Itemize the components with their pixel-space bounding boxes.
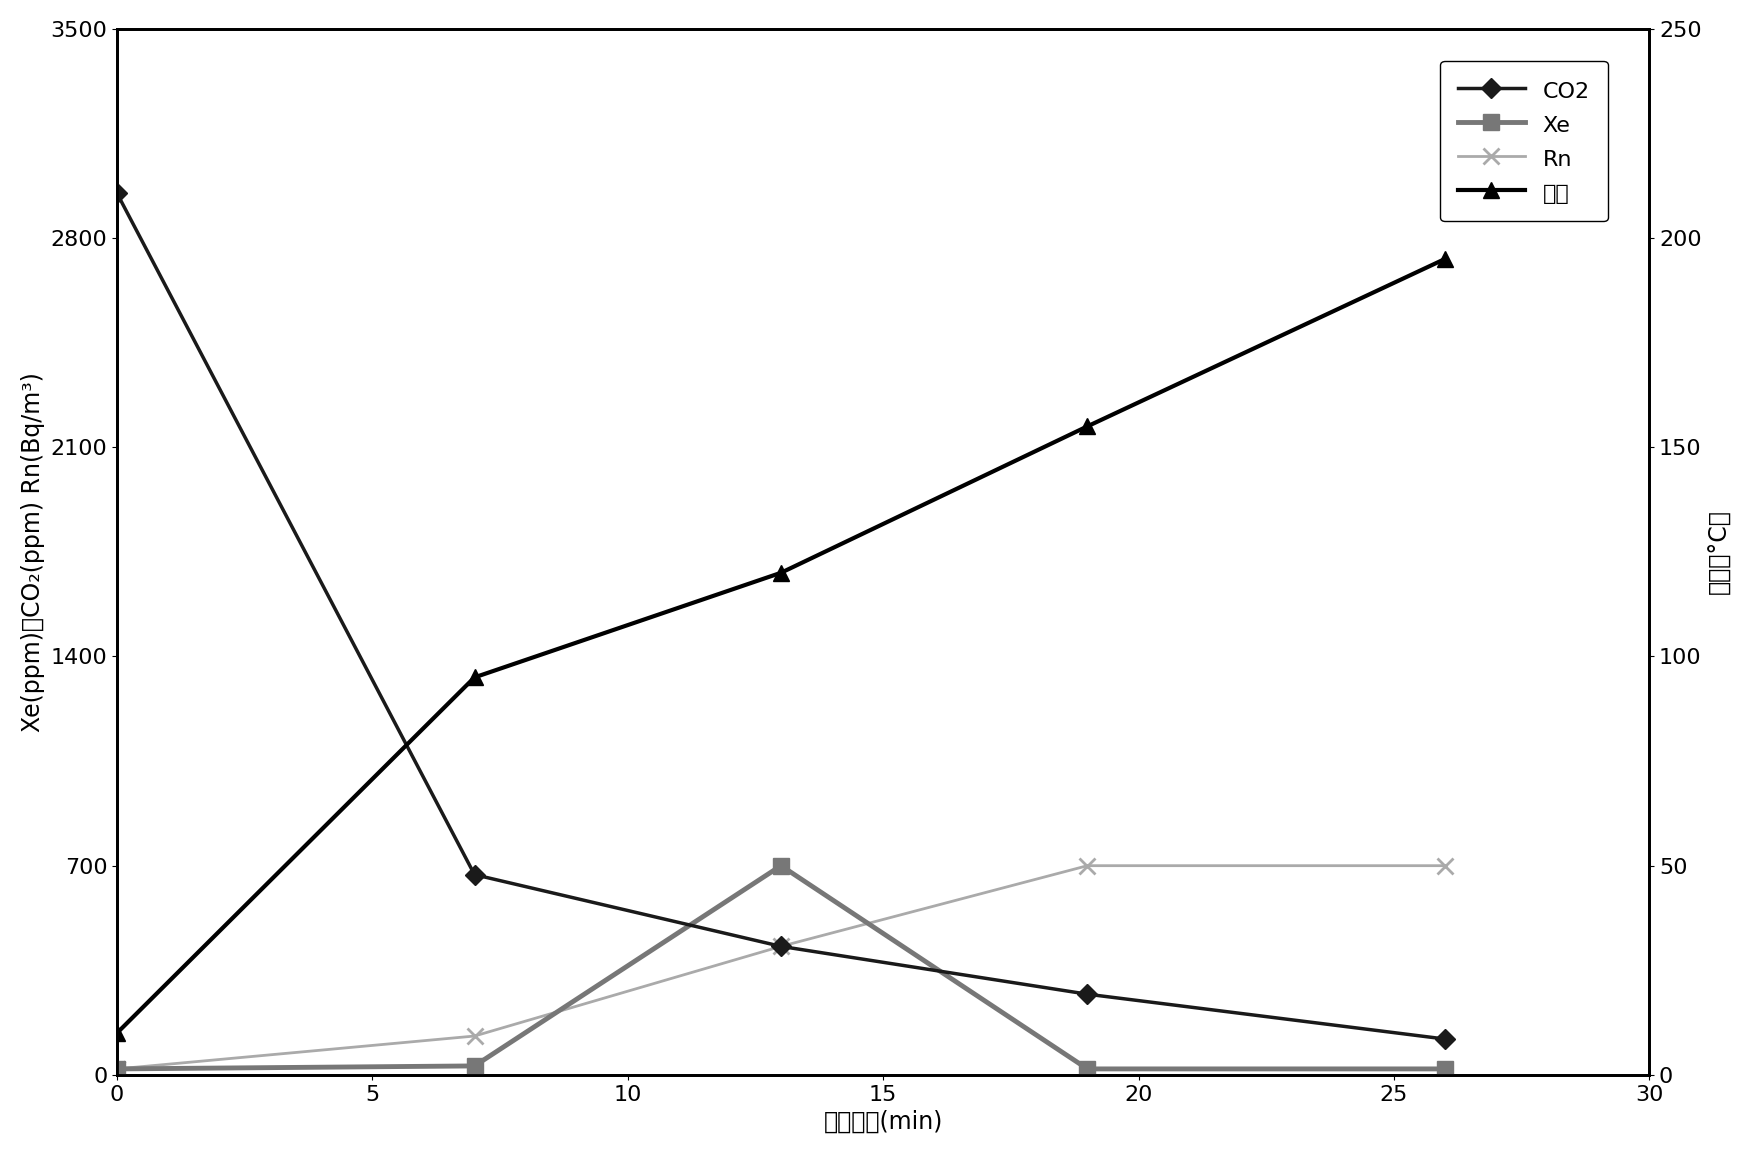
Legend: CO2, Xe, Rn, 温度: CO2, Xe, Rn, 温度 bbox=[1440, 61, 1608, 222]
Y-axis label: Xe(ppm)、CO₂(ppm) Rn(Bq/m³): Xe(ppm)、CO₂(ppm) Rn(Bq/m³) bbox=[21, 372, 46, 732]
Y-axis label: 温度（°C）: 温度（°C） bbox=[1706, 509, 1731, 595]
X-axis label: 加热时间(min): 加热时间(min) bbox=[823, 1110, 943, 1134]
